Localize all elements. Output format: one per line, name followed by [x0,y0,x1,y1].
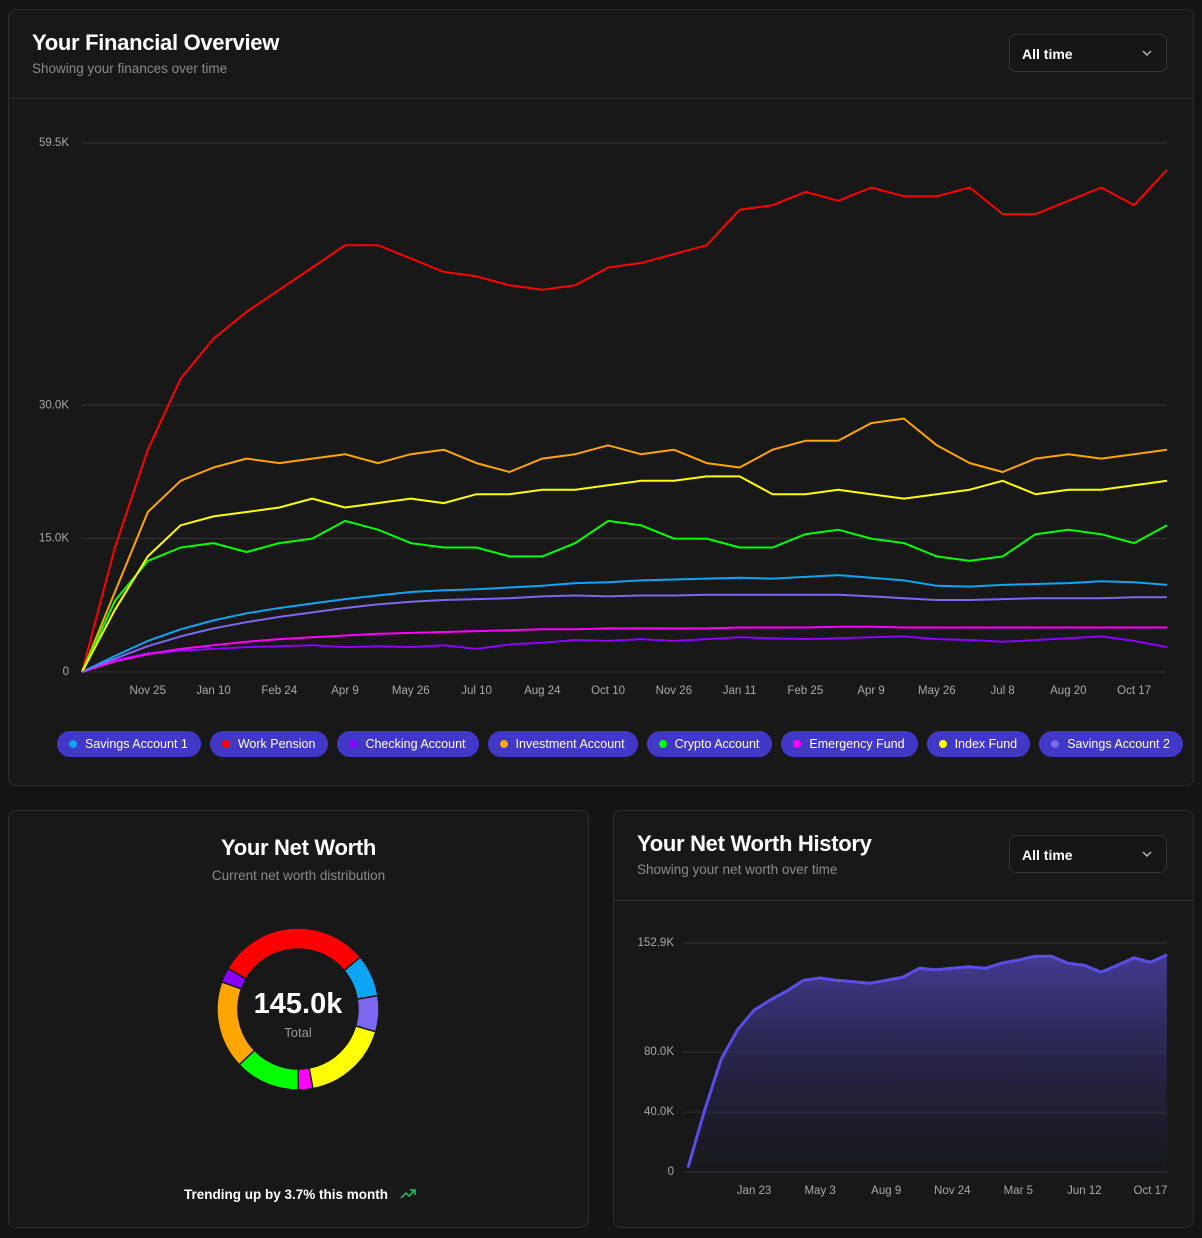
x-tick-label: May 3 [804,1185,835,1197]
legend-dot [221,740,230,748]
donut-segment [226,927,362,981]
series-line [81,635,1168,673]
donut-total-label: Total [284,1025,312,1040]
legend-label: Work Pension [237,737,316,751]
x-tick-label: Nov 25 [130,685,166,697]
legend-dot [658,740,667,748]
legend-item[interactable]: Work Pension [209,731,329,757]
legend-item[interactable]: Crypto Account [646,731,773,757]
series-line [81,169,1168,673]
overview-card [8,9,1194,786]
range-label: All time [1022,46,1073,62]
divider [9,98,1193,99]
x-tick-label: Jan 10 [196,685,231,697]
x-tick-label: Feb 24 [261,685,297,697]
y-tick-label: 80.0K [644,1046,674,1058]
area-fill [688,954,1167,1172]
divider [614,900,1193,901]
legend-label: Savings Account 1 [85,737,188,751]
x-tick-label: May 26 [918,685,956,697]
net-worth-subtitle: Current net worth distribution [211,868,386,883]
history-title: Your Net Worth History [637,831,872,856]
net-worth-card [8,810,589,1228]
x-tick-label: Jun 12 [1067,1185,1102,1197]
legend-item[interactable]: Emergency Fund [781,731,918,757]
legend-item[interactable]: Index Fund [926,731,1031,757]
y-tick-label: 152.9K [638,937,675,949]
series-line [81,593,1167,673]
x-tick-label: Oct 10 [591,685,625,697]
trend-icon [400,1189,416,1199]
range-label: All time [1022,847,1073,863]
trend-text: Trending up by 3.7% this month [184,1187,416,1202]
x-tick-label: Oct 17 [1117,685,1151,697]
series-line [81,625,1167,673]
x-tick-label: Jan 11 [723,685,757,697]
donut-total: 145.0k [253,988,343,1020]
legend-label: Crypto Account [674,737,760,751]
legend-label: Index Fund [954,737,1018,751]
x-tick-label: Aug 9 [871,1185,901,1197]
legend-dot [938,740,947,748]
legend-dot [69,740,77,748]
x-tick-label: Aug 20 [1050,685,1086,697]
legend-item[interactable]: Checking Account [337,731,479,757]
x-tick-label: Jul 10 [461,685,492,697]
x-tick-label: Feb 25 [787,685,823,697]
legend-label: Savings Account 2 [1067,737,1170,751]
series-line [81,574,1168,673]
net-worth-title: Your Net Worth [220,835,377,860]
series-line [81,475,1168,673]
x-tick-label: May 26 [392,685,430,697]
x-tick-label: Mar 5 [1004,1185,1033,1197]
legend-dot [1051,740,1060,748]
y-tick-label: 40.0K [644,1106,674,1118]
y-tick-label: 15.0K [39,533,69,545]
legend-item[interactable]: Savings Account 1 [57,731,201,757]
history-subtitle: Showing your net worth over time [637,862,838,877]
x-tick-label: Jan 23 [737,1185,772,1197]
x-tick-label: Aug 24 [524,685,561,697]
legend-dot [349,740,358,748]
range-dropdown[interactable]: All time [1009,835,1167,873]
y-tick-label: 0 [63,666,69,678]
y-tick-label: 30.0K [39,399,69,411]
x-tick-label: Apr 9 [857,685,885,697]
legend-label: Checking Account [365,737,466,751]
trend-label: Trending up by 3.7% this month [184,1187,389,1202]
chevron [1142,50,1152,56]
chevron [1142,851,1152,857]
overview-subtitle: Showing your finances over time [32,61,228,76]
legend-item[interactable]: Investment Account [487,731,638,757]
range-dropdown[interactable]: All time [1009,34,1167,72]
legend-item[interactable]: Savings Account 2 [1039,731,1183,757]
x-tick-label: Jul 8 [990,685,1014,697]
x-tick-label: Apr 9 [331,685,359,697]
series-line [81,519,1168,673]
y-tick-label: 59.5K [39,137,69,149]
legend-dot [793,740,802,748]
donut-segment [220,967,248,990]
legend-label: Emergency Fund [809,737,905,751]
area-line [686,953,1168,1168]
series-line [81,417,1168,673]
x-tick-label: Nov 24 [934,1185,971,1197]
y-tick-label: 0 [668,1166,674,1178]
legend-label: Investment Account [515,737,625,751]
legend: Savings Account 1 Work Pension Checking Ac… [57,731,1183,757]
x-tick-label: Nov 26 [656,685,692,697]
legend-dot [499,740,508,748]
overview-title: Your Financial Overview [32,30,280,55]
x-tick-label: Oct 17 [1134,1185,1168,1197]
